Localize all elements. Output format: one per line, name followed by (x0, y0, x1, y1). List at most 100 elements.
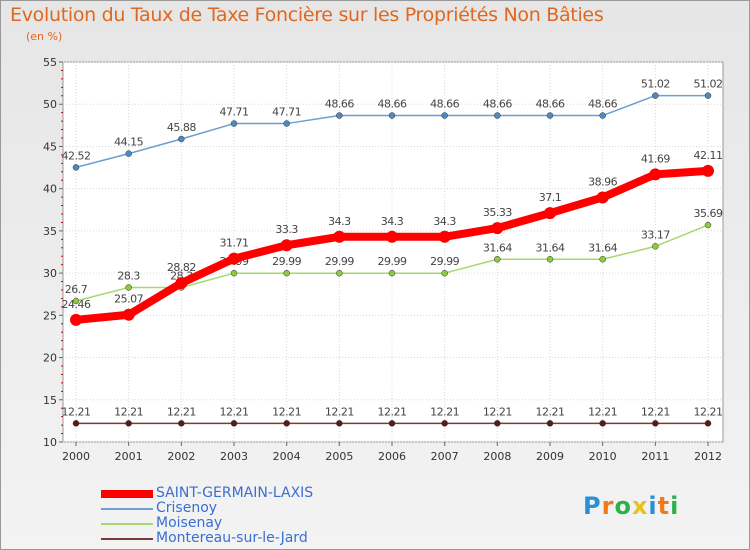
data-point (441, 269, 448, 277)
x-tick-label: 2007 (431, 450, 459, 463)
data-label: 34.3 (328, 215, 351, 228)
data-point (333, 230, 346, 243)
data-point (596, 191, 609, 204)
legend-item: Moisenay (101, 515, 361, 531)
data-label: 51.02 (641, 78, 670, 91)
y-tick-label: 25 (43, 309, 57, 322)
data-label: 31.64 (536, 241, 565, 254)
x-tick-label: 2010 (589, 450, 617, 463)
data-point (228, 252, 240, 265)
data-point (386, 230, 398, 243)
data-point (652, 420, 659, 427)
legend-item: SAINT-GERMAIN-LAXIS (101, 485, 361, 501)
plot-area (62, 61, 724, 443)
data-label: 48.66 (325, 98, 354, 111)
data-label: 41.69 (641, 152, 670, 165)
data-point (283, 420, 290, 427)
data-point (652, 92, 659, 99)
data-label: 26.7 (65, 283, 88, 296)
data-point (175, 277, 188, 290)
data-label: 47.71 (272, 106, 301, 119)
data-label: 12.21 (641, 405, 670, 418)
y-tick-label: 35 (43, 225, 57, 238)
legend-label: SAINT-GERMAIN-LAXIS (156, 485, 314, 501)
data-label: 44.15 (114, 136, 143, 149)
data-point (230, 120, 238, 127)
data-point (72, 420, 80, 427)
data-label: 12.21 (167, 405, 196, 418)
chart-title: Evolution du Taux de Taxe Foncière sur l… (10, 4, 604, 26)
logo-letter: x (631, 492, 649, 520)
data-label: 34.3 (433, 215, 456, 228)
data-label: 48.66 (588, 98, 617, 111)
data-label: 45.88 (167, 121, 196, 134)
data-label: 37.1 (539, 191, 562, 204)
data-point (125, 150, 132, 157)
data-label: 42.11 (694, 149, 723, 162)
x-tick-label: 2006 (378, 450, 406, 463)
logo-letter: i (648, 492, 658, 520)
data-label: 31.64 (483, 241, 512, 254)
data-point (649, 168, 662, 181)
x-tick-label: 2008 (483, 450, 511, 463)
logo-letter: P (583, 492, 602, 520)
data-label: 48.66 (430, 98, 459, 111)
x-tick-label: 2005 (325, 450, 353, 463)
data-label: 47.71 (220, 106, 249, 119)
data-label: 29.99 (325, 255, 354, 268)
y-tick-label: 45 (43, 140, 57, 153)
legend-swatch (101, 490, 153, 498)
logo-letter: r (601, 492, 615, 520)
chart-legend: SAINT-GERMAIN-LAXIS Crisenoy Moisenay Monte… (101, 485, 361, 546)
y-tick-label: 55 (43, 56, 57, 69)
data-label: 25.07 (114, 293, 143, 306)
data-point (704, 420, 712, 427)
y-tick-label: 10 (43, 436, 57, 449)
logo-letter: o (614, 492, 632, 520)
y-tick-label: 40 (43, 183, 57, 196)
data-label: 12.21 (430, 405, 459, 418)
data-point (441, 420, 448, 427)
logo-letter: i (670, 492, 680, 520)
data-point (283, 120, 290, 127)
x-tick-label: 2011 (641, 450, 669, 463)
data-label: 12.21 (114, 405, 143, 418)
data-point (178, 135, 185, 143)
data-point (178, 420, 185, 427)
data-point (336, 112, 343, 119)
data-point (494, 420, 501, 427)
data-label: 24.46 (62, 298, 91, 311)
legend-swatch (101, 538, 153, 540)
legend-label: Crisenoy (156, 500, 218, 516)
data-point (336, 269, 343, 277)
data-label: 28.82 (167, 261, 196, 274)
data-label: 12.21 (220, 405, 249, 418)
y-tick-label: 30 (43, 267, 57, 280)
data-point (546, 256, 554, 263)
legend-swatch (101, 523, 153, 525)
data-point (283, 269, 290, 277)
data-label: 48.66 (536, 98, 565, 111)
data-label: 12.21 (62, 405, 91, 418)
data-point (125, 284, 132, 291)
y-tick-label: 15 (43, 394, 57, 407)
x-tick-label: 2003 (220, 450, 248, 463)
data-point (336, 420, 343, 427)
data-point (704, 92, 712, 99)
data-label: 12.21 (588, 405, 617, 418)
proxiti-logo: Proxiti (583, 492, 679, 520)
data-point (438, 230, 451, 243)
data-label: 29.99 (272, 255, 301, 268)
data-point (599, 256, 606, 263)
x-tick-label: 2002 (167, 450, 195, 463)
data-point (230, 269, 238, 277)
data-label: 31.71 (220, 237, 249, 250)
data-point (70, 313, 82, 326)
logo-letter: t (657, 492, 671, 520)
data-point (544, 207, 556, 220)
x-tick-label: 2000 (62, 450, 90, 463)
data-label: 12.21 (272, 405, 301, 418)
data-label: 31.64 (588, 241, 617, 254)
